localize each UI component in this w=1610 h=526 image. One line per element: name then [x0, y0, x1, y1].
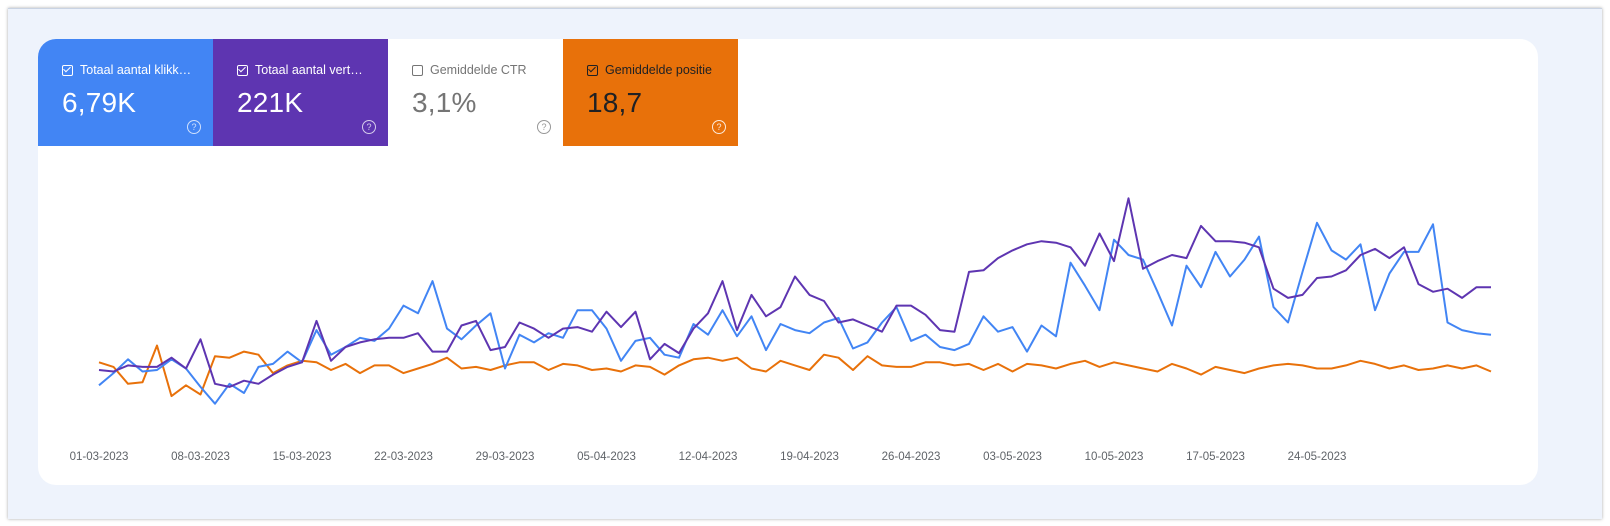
help-icon[interactable]: ? [537, 120, 551, 134]
metric-tile-header: Gemiddelde positie [587, 63, 738, 77]
metric-label-position: Gemiddelde positie [605, 63, 713, 77]
metric-label-ctr: Gemiddelde CTR [430, 63, 527, 77]
metric-tile-ctr[interactable]: Gemiddelde CTR 3,1% ? [388, 39, 563, 146]
metric-tile-header: Gemiddelde CTR [412, 63, 563, 77]
metric-tile-header: Totaal aantal vert… [237, 63, 388, 77]
x-tick-label: 01-03-2023 [70, 451, 129, 463]
series-line-totaal-aantal-vertoningen [98, 197, 1491, 388]
performance-card: Totaal aantal klikk… 6,79K ? Totaal aant… [38, 39, 1538, 485]
x-tick-label: 15-03-2023 [273, 451, 332, 463]
checkbox-checked-icon[interactable] [62, 64, 73, 76]
x-tick-label: 03-05-2023 [983, 451, 1042, 463]
metric-tile-impressions[interactable]: Totaal aantal vert… 221K ? [213, 39, 388, 146]
metric-tile-header: Totaal aantal klikk… [62, 63, 213, 77]
metric-value-ctr: 3,1% [412, 87, 477, 118]
series-line-totaal-aantal-klikken [98, 221, 1492, 405]
chart-series-layer [98, 197, 1492, 405]
series-line-gemiddelde-positie [98, 344, 1492, 398]
metric-tile-position[interactable]: Gemiddelde positie 18,7 ? [563, 39, 738, 146]
x-tick-label: 24-05-2023 [1288, 451, 1347, 463]
x-tick-label: 08-03-2023 [171, 451, 230, 463]
help-icon[interactable]: ? [712, 120, 726, 134]
x-tick-label: 05-04-2023 [577, 451, 636, 463]
metric-tile-clicks[interactable]: Totaal aantal klikk… 6,79K ? [38, 39, 213, 146]
x-tick-label: 29-03-2023 [476, 451, 535, 463]
x-tick-label: 19-04-2023 [780, 451, 839, 463]
help-icon[interactable]: ? [362, 120, 376, 134]
metric-label-impressions: Totaal aantal vert… [255, 63, 363, 77]
x-tick-label: 26-04-2023 [882, 451, 941, 463]
checkbox-checked-icon[interactable] [587, 64, 598, 76]
chart-x-axis: 01-03-2023 08-03-2023 15-03-2023 22-03-2023… [70, 451, 1347, 463]
x-tick-label: 22-03-2023 [374, 451, 433, 463]
metric-label-clicks: Totaal aantal klikk… [80, 63, 192, 77]
metric-tiles: Totaal aantal klikk… 6,79K ? Totaal aant… [38, 39, 738, 146]
x-tick-label: 10-05-2023 [1085, 451, 1144, 463]
help-icon[interactable]: ? [187, 120, 201, 134]
report-frame: Totaal aantal klikk… 6,79K ? Totaal aant… [8, 8, 1602, 519]
x-tick-label: 12-04-2023 [679, 451, 738, 463]
metric-value-clicks: 6,79K [62, 87, 137, 118]
metric-value-impressions: 221K [237, 87, 304, 118]
x-tick-label: 17-05-2023 [1186, 451, 1245, 463]
metric-value-position: 18,7 [587, 87, 643, 118]
checkbox-checked-icon[interactable] [237, 64, 248, 76]
performance-line-chart: 01-03-2023 08-03-2023 15-03-2023 22-03-2023… [70, 197, 1492, 463]
checkbox-unchecked-icon[interactable] [412, 64, 423, 76]
